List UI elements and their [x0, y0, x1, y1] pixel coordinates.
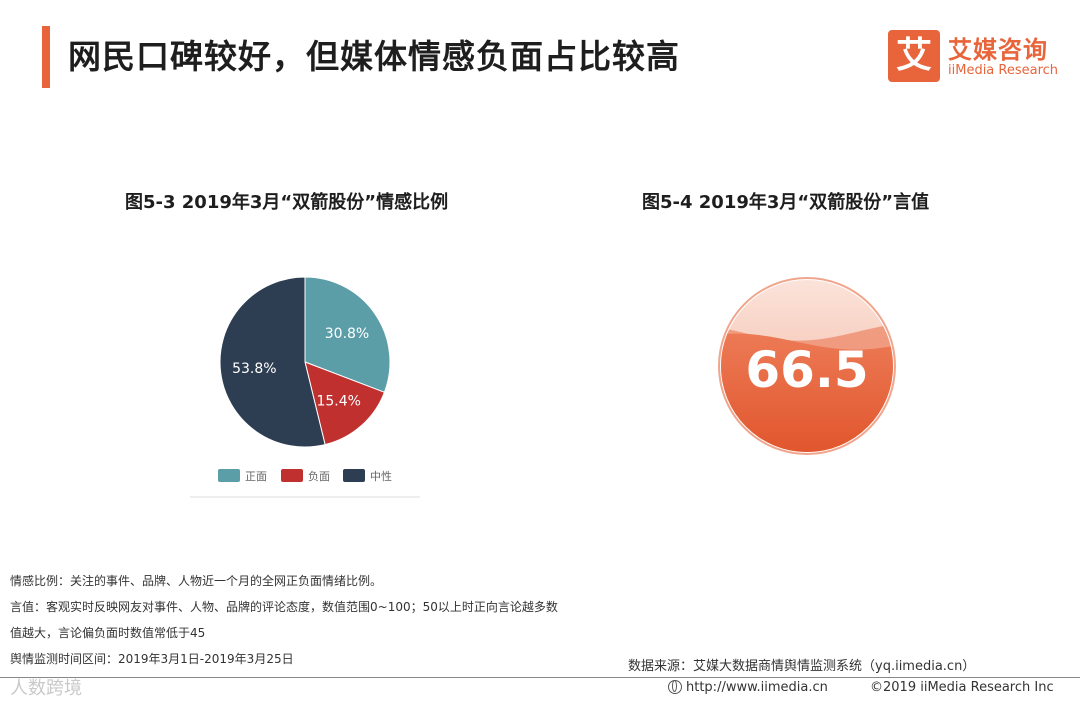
- pie-slice-label-3: 53.8%: [232, 361, 276, 377]
- logo-mark: 艾: [888, 30, 940, 82]
- pie-slice-2: [304, 361, 386, 446]
- gauge-chart-title: 图5-4 2019年3月“双箭股份”言值: [642, 192, 930, 213]
- legend-label-3: 中性: [370, 469, 392, 483]
- gauge-chart: 66.5: [718, 277, 896, 455]
- note-score-2: 值越大，言论偏负面时数值常低于45: [10, 626, 206, 640]
- pie-slice-1: [304, 276, 391, 393]
- legend-swatch-1: [218, 469, 240, 482]
- page-title: 网民口碑较好，但媒体情感负面占比较高: [68, 37, 680, 76]
- logo-cn-text: 艾媒咨询: [948, 36, 1048, 64]
- legend-swatch-2: [281, 469, 303, 482]
- charts-canvas: 30.8% 15.4% 53.8% 正面 负面 中性 66.5: [190, 276, 896, 498]
- logo-en-text: iiMedia Research: [948, 63, 1059, 78]
- note-period: 舆情监测时间区间：2019年3月1日-2019年3月25日: [10, 652, 294, 666]
- legend-label-1: 正面: [245, 470, 267, 483]
- note-sentiment: 情感比例：关注的事件、品牌、人物近一个月的全网正负面情绪比例。: [10, 574, 383, 588]
- footer-url-text[interactable]: http://www.iimedia.cn: [686, 680, 828, 695]
- pie-chart: 30.8% 15.4% 53.8%: [219, 276, 391, 448]
- iimedia-logo: 艾 艾媒咨询 iiMedia Research: [888, 30, 1068, 84]
- footer-divider: [0, 677, 1080, 678]
- pie-legend: 正面 负面 中性: [218, 469, 392, 483]
- title-accent-bar: [42, 26, 50, 88]
- watermark: 人数跨境: [10, 678, 82, 699]
- note-score-1: 言值：客观实时反映网友对事件、人物、品牌的评论态度，数值范围0~100；50以上…: [10, 600, 558, 614]
- pie-slice-3: [219, 276, 326, 448]
- pie-slice-label-2: 15.4%: [316, 393, 360, 409]
- globe-icon: [668, 680, 682, 694]
- legend-swatch-3: [343, 469, 365, 482]
- pie-chart-title: 图5-3 2019年3月“双箭股份”情感比例: [125, 192, 449, 213]
- gauge-value-label: 66.5: [745, 341, 868, 399]
- gauge-wave-front: [721, 333, 893, 452]
- footer-copyright: ©2019 iiMedia Research Inc: [870, 680, 1054, 695]
- footer-url[interactable]: http://www.iimedia.cn: [668, 680, 828, 695]
- pie-slice-label-1: 30.8%: [325, 326, 369, 342]
- legend-label-2: 负面: [308, 469, 330, 483]
- data-source: 数据来源：艾媒大数据商情舆情监测系统（yq.iimedia.cn）: [628, 659, 976, 674]
